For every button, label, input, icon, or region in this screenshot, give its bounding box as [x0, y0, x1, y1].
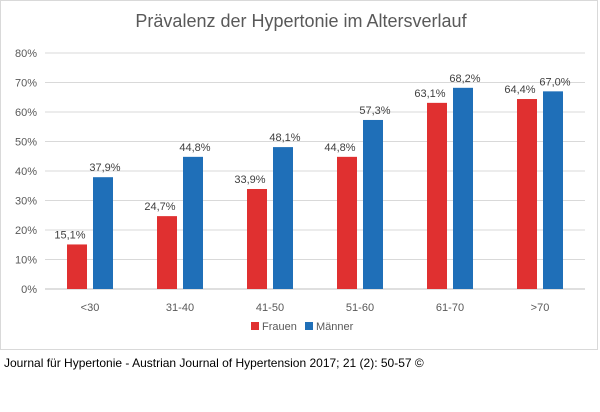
y-tick-label: 0%	[21, 284, 37, 296]
x-axis-ticks: <30 31-40 41-50 51-60 61-70 >70	[81, 302, 550, 314]
bar-männer	[273, 147, 293, 289]
x-tick-label: 51-60	[346, 302, 374, 314]
data-label: 44,8%	[179, 142, 210, 154]
data-label: 24,7%	[144, 201, 175, 213]
chart-frame: Prävalenz der Hypertonie im Altersverlau…	[0, 0, 598, 350]
bar-frauen	[337, 156, 357, 289]
y-tick-label: 60%	[15, 107, 37, 119]
y-tick-label: 50%	[15, 137, 37, 149]
legend-label: Frauen	[262, 321, 297, 333]
y-tick-label: 20%	[15, 225, 37, 237]
chart-title: Prävalenz der Hypertonie im Altersverlau…	[135, 11, 467, 31]
legend-swatch	[305, 322, 313, 330]
x-tick-label: 41-50	[256, 302, 284, 314]
data-label: 15,1%	[54, 229, 85, 241]
bar-männer	[363, 119, 383, 289]
legend-label: Männer	[316, 321, 354, 333]
bar-männer	[543, 91, 563, 289]
source-caption: Journal für Hypertonie - Austrian Journa…	[4, 356, 424, 370]
y-tick-label: 40%	[15, 166, 37, 178]
bar-frauen	[157, 216, 177, 289]
bar-männer	[93, 177, 113, 289]
data-label: 68,2%	[449, 73, 480, 85]
x-tick-label: <30	[81, 302, 100, 314]
y-axis-ticks: 0% 10% 20% 30% 40% 50% 60% 70% 80%	[15, 48, 37, 296]
bar-frauen	[67, 244, 87, 289]
x-tick-label: 31-40	[166, 302, 194, 314]
y-tick-label: 30%	[15, 196, 37, 208]
data-label: 57,3%	[359, 105, 390, 117]
grid-lines	[45, 52, 585, 290]
data-label: 37,9%	[89, 162, 120, 174]
legend-swatch	[251, 322, 259, 330]
x-tick-label: 61-70	[436, 302, 464, 314]
bars	[67, 87, 563, 290]
bar-chart: 0% 10% 20% 30% 40% 50% 60% 70% 80% 15,1% 37,9% 24,…	[15, 48, 585, 333]
data-label: 67,0%	[539, 76, 570, 88]
data-label: 44,8%	[324, 142, 355, 154]
bar-frauen	[247, 188, 267, 289]
legend: Frauen Männer	[251, 321, 354, 333]
bar-frauen	[427, 102, 447, 289]
y-tick-label: 10%	[15, 255, 37, 267]
data-label: 48,1%	[269, 132, 300, 144]
y-tick-label: 80%	[15, 48, 37, 60]
bar-männer	[183, 156, 203, 289]
bar-männer	[453, 87, 473, 289]
data-label: 33,9%	[234, 174, 265, 186]
data-label: 64,4%	[504, 84, 535, 96]
x-tick-label: >70	[531, 302, 550, 314]
y-tick-label: 70%	[15, 78, 37, 90]
bar-frauen	[517, 99, 537, 290]
data-labels: 15,1% 37,9% 24,7% 44,8% 33,9% 48,1% 44,8% 57,3%…	[54, 73, 570, 242]
data-label: 63,1%	[414, 88, 445, 100]
